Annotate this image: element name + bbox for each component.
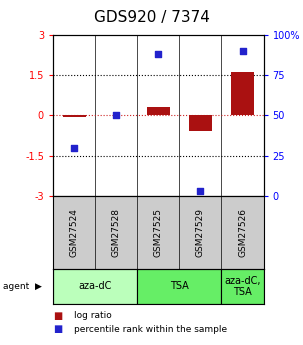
Text: aza-dC,
TSA: aza-dC, TSA [224, 276, 261, 296]
Text: GSM27524: GSM27524 [70, 208, 78, 257]
Bar [189, 115, 212, 131]
Text: percentile rank within the sample: percentile rank within the sample [74, 325, 227, 334]
Bar [231, 72, 254, 115]
Point [114, 112, 119, 118]
Bar [147, 107, 170, 115]
Text: ■: ■ [53, 325, 62, 334]
Text: TSA: TSA [170, 281, 189, 291]
Text: GSM27525: GSM27525 [154, 208, 163, 257]
Point [156, 51, 161, 57]
Text: GSM27528: GSM27528 [112, 208, 121, 257]
Bar [137, 269, 221, 304]
Point [240, 48, 245, 53]
Point [198, 188, 203, 194]
Text: GDS920 / 7374: GDS920 / 7374 [94, 10, 209, 25]
Bar [221, 269, 264, 304]
Text: GSM27529: GSM27529 [196, 208, 205, 257]
Point [72, 145, 76, 150]
Text: GSM27526: GSM27526 [238, 208, 247, 257]
Text: aza-dC: aza-dC [78, 281, 112, 291]
Text: log ratio: log ratio [74, 311, 112, 320]
Bar [53, 269, 137, 304]
Text: agent  ▶: agent ▶ [3, 282, 42, 290]
Text: ■: ■ [53, 311, 62, 321]
Bar [62, 115, 86, 117]
